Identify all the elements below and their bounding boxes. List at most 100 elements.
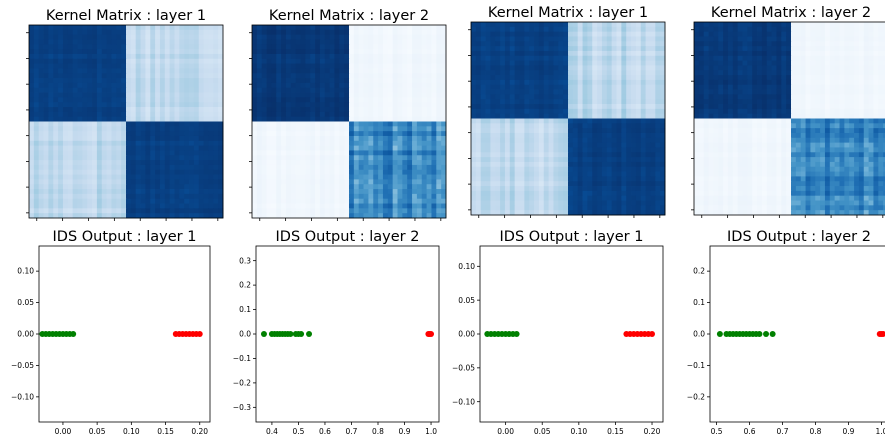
- heatmap-cell: [601, 181, 608, 187]
- heatmap-cell: [48, 29, 54, 36]
- heatmap-cell: [397, 97, 403, 103]
- heatmap-cell: [495, 161, 501, 168]
- heatmap-cell: [155, 78, 161, 84]
- heatmap-cell: [295, 25, 301, 31]
- heatmap-cell: [198, 155, 204, 161]
- heatmap-cell: [43, 184, 49, 190]
- heatmap-cell: [266, 34, 272, 40]
- heatmap-cell: [349, 68, 355, 74]
- heatmap-cell: [315, 25, 321, 31]
- heatmap-cell: [164, 92, 171, 98]
- heatmap-cell: [558, 152, 564, 158]
- heatmap-cell: [116, 78, 122, 84]
- heatmap-cell: [305, 25, 311, 31]
- heatmap-cell: [33, 92, 40, 98]
- heatmap-cell: [558, 147, 564, 153]
- heatmap-cell: [87, 155, 93, 161]
- heatmap-cell: [189, 97, 195, 103]
- heatmap-cell: [349, 203, 355, 209]
- heatmap-cell: [111, 34, 117, 40]
- heatmap-cell: [87, 121, 93, 127]
- heatmap-cell: [164, 193, 171, 200]
- heatmap-cell: [62, 131, 69, 137]
- heatmap-cell: [353, 179, 360, 185]
- heatmap-cell: [203, 107, 209, 113]
- heatmap-cell: [577, 22, 583, 28]
- heatmap-cell: [791, 26, 797, 33]
- heatmap-cell: [256, 97, 263, 103]
- heatmap-cell: [43, 39, 49, 45]
- heatmap-cell: [524, 70, 530, 76]
- heatmap-cell: [67, 140, 74, 147]
- heatmap-cell: [471, 94, 477, 100]
- heatmap-cell: [397, 34, 403, 40]
- heatmap-cell: [631, 152, 637, 158]
- heatmap-cell: [368, 150, 374, 156]
- heatmap-cell: [524, 200, 530, 206]
- heatmap-cell: [426, 97, 432, 103]
- heatmap-cell: [38, 213, 44, 219]
- heatmap-cell: [106, 189, 112, 195]
- heatmap-cell: [553, 22, 559, 28]
- heatmap-cell: [130, 150, 137, 156]
- heatmap-cell: [310, 44, 316, 50]
- heatmap-cell: [164, 150, 171, 156]
- heatmap-cell: [150, 213, 156, 219]
- heatmap-cell: [193, 49, 200, 55]
- heatmap-cell: [558, 137, 564, 144]
- heatmap-cell: [742, 22, 748, 28]
- heatmap-cell: [130, 164, 137, 171]
- heatmap-cell: [140, 121, 146, 127]
- heatmap-cell: [174, 78, 180, 84]
- heatmap-cell: [543, 152, 549, 158]
- heatmap-cell: [485, 166, 491, 172]
- heatmap-cell: [300, 131, 306, 137]
- heatmap-cell: [732, 26, 739, 33]
- heatmap-cell: [324, 111, 330, 118]
- heatmap-cell: [145, 126, 151, 132]
- heatmap-cell: [572, 75, 579, 81]
- heatmap-cell: [878, 22, 884, 28]
- heatmap-cell: [504, 152, 511, 158]
- heatmap-cell: [387, 189, 394, 195]
- heatmap-cell: [631, 55, 637, 61]
- heatmap-cell: [164, 53, 171, 60]
- heatmap-cell: [184, 145, 190, 151]
- heatmap-cell: [53, 58, 59, 64]
- heatmap-cell: [548, 161, 554, 168]
- heatmap-cell: [572, 79, 579, 86]
- heatmap-cell: [387, 102, 394, 108]
- heatmap-cell: [500, 94, 506, 100]
- heatmap-cell: [436, 39, 442, 45]
- heatmap-cell: [67, 174, 74, 180]
- heatmap-cell: [58, 193, 64, 200]
- heatmap-cell: [101, 160, 107, 166]
- heatmap-cell: [761, 36, 768, 42]
- heatmap-cell: [43, 73, 49, 79]
- heatmap-cell: [553, 200, 559, 206]
- heatmap-cell: [621, 36, 627, 42]
- heatmap-cell: [315, 131, 321, 137]
- heatmap-cell: [412, 135, 418, 142]
- heatmap-cell: [344, 164, 350, 171]
- heatmap-cell: [577, 181, 583, 187]
- heatmap-cell: [524, 128, 530, 134]
- heatmap-cell: [329, 174, 335, 180]
- heatmap-cell: [631, 142, 637, 148]
- heatmap-cell: [116, 44, 122, 50]
- heatmap-cell: [193, 121, 200, 127]
- heatmap-cell: [130, 34, 137, 40]
- heatmap-cell: [339, 116, 345, 122]
- heatmap-cell: [475, 195, 482, 201]
- heatmap-cell: [529, 84, 535, 90]
- heatmap-cell: [436, 145, 442, 151]
- heatmap-cell: [631, 79, 637, 86]
- heatmap-cell: [82, 131, 88, 137]
- heatmap-cell: [592, 118, 598, 124]
- heatmap-cell: [373, 63, 379, 69]
- heatmap-cell: [203, 29, 209, 36]
- heatmap-cell: [77, 87, 83, 93]
- heatmap-cell: [558, 22, 564, 28]
- heatmap-cell: [713, 36, 719, 42]
- heatmap-cell: [416, 164, 423, 171]
